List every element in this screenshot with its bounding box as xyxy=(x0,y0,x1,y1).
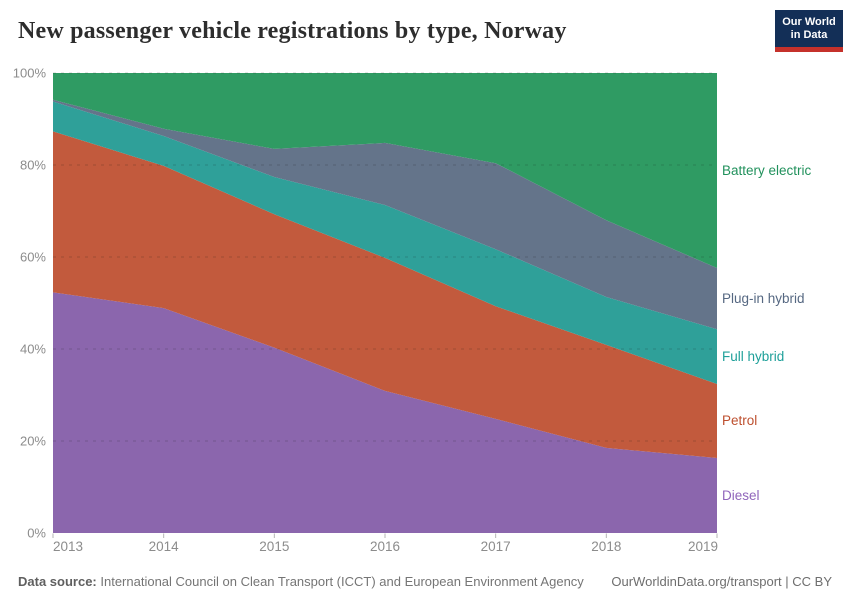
x-axis-label-2014: 2014 xyxy=(149,539,180,554)
chart-title: New passenger vehicle registrations by t… xyxy=(18,18,567,44)
y-axis-label-40: 40% xyxy=(20,342,46,357)
data-source-note: Data source: International Council on Cl… xyxy=(18,574,584,589)
area-diesel[interactable] xyxy=(53,292,717,533)
data-source-text: International Council on Clean Transport… xyxy=(96,573,584,589)
legend-label-diesel[interactable]: Diesel xyxy=(722,488,760,503)
credit-link[interactable]: OurWorldinData.org/transport | CC BY xyxy=(611,573,832,589)
y-axis-label-80: 80% xyxy=(20,158,46,173)
legend-label-battery-electric[interactable]: Battery electric xyxy=(722,163,812,178)
y-axis-label-0: 0% xyxy=(27,526,46,541)
area-battery-electric[interactable] xyxy=(53,73,717,268)
area-petrol[interactable] xyxy=(53,131,717,458)
data-source-label: Data source: xyxy=(18,573,97,589)
x-axis-label-2015: 2015 xyxy=(259,539,289,554)
y-axis-label-60: 60% xyxy=(20,250,46,265)
x-axis-label-2017: 2017 xyxy=(481,539,511,554)
legend-label-plug-in-hybrid[interactable]: Plug-in hybrid xyxy=(722,291,805,306)
area-full-hybrid[interactable] xyxy=(53,101,717,385)
legend-label-petrol[interactable]: Petrol xyxy=(722,413,758,428)
area-plug-in-hybrid[interactable] xyxy=(53,99,717,330)
owid-logo-line2: in Data xyxy=(790,28,828,41)
x-axis-label-2013: 2013 xyxy=(53,539,83,554)
owid-logo[interactable]: Our World in Data xyxy=(775,10,843,52)
chart-footer: Data source: International Council on Cl… xyxy=(0,569,850,593)
x-axis-label-2019: 2019 xyxy=(688,539,718,554)
y-axis-label-20: 20% xyxy=(20,434,46,449)
x-axis-label-2018: 2018 xyxy=(591,539,621,554)
x-axis-label-2016: 2016 xyxy=(370,539,400,554)
y-axis-label-100: 100% xyxy=(13,66,47,81)
owid-logo-line1: Our World xyxy=(782,15,836,28)
legend-label-full-hybrid[interactable]: Full hybrid xyxy=(722,349,785,364)
